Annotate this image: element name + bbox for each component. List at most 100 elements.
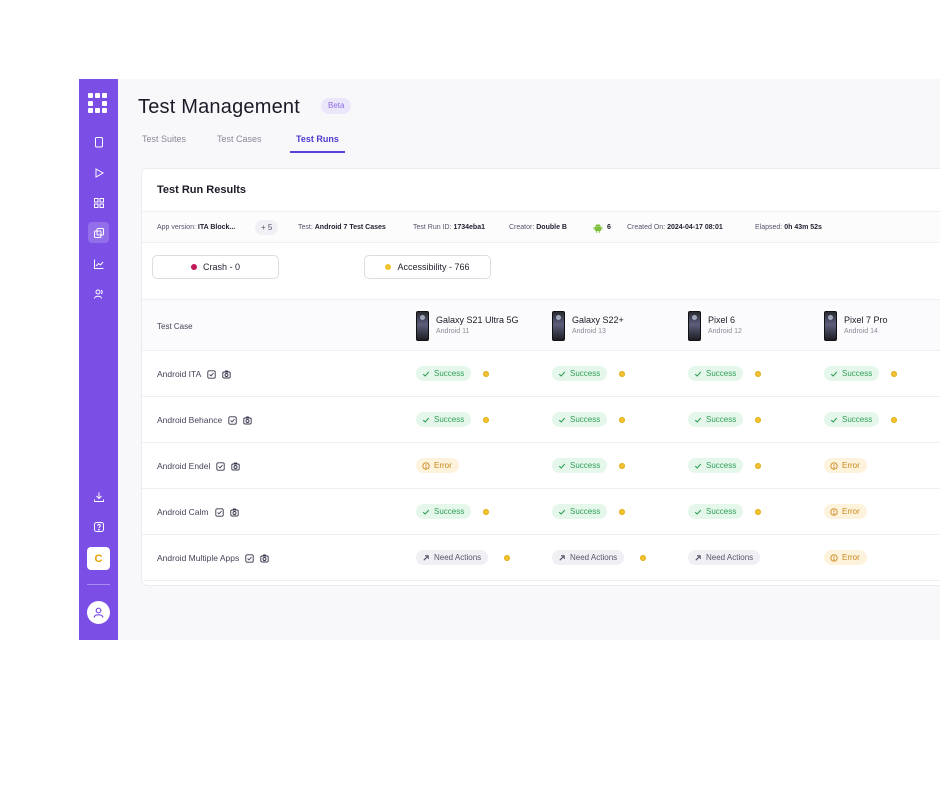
status-label: Need Actions [434, 553, 482, 562]
status-label: Success [570, 415, 601, 424]
checklist-icon[interactable] [214, 507, 224, 517]
logo-icon[interactable] [88, 93, 109, 114]
status-label: Error [842, 507, 860, 516]
play-icon[interactable] [88, 162, 109, 183]
tab-test-cases[interactable]: Test Cases [217, 134, 262, 144]
app-version: App version: ITA Block... [157, 224, 235, 231]
status-badge[interactable]: Success [416, 366, 472, 381]
accessibility-indicator-dot[interactable] [619, 417, 625, 423]
check-icon [558, 370, 566, 378]
help-icon[interactable] [88, 516, 109, 537]
table-row[interactable]: Android Multiple Apps Need Actions Need Ac… [142, 535, 940, 581]
test-case-name: Android Calm [157, 507, 209, 517]
status-badge[interactable]: Success [552, 366, 608, 381]
accessibility-indicator-dot[interactable] [891, 417, 897, 423]
accessibility-indicator-dot[interactable] [483, 371, 489, 377]
tab-test-runs[interactable]: Test Runs [296, 134, 339, 144]
table-row[interactable]: Android ITA Success Success Success Success [142, 351, 940, 397]
test-value: Android 7 Test Cases [314, 224, 386, 231]
status-label: Success [706, 415, 737, 424]
accessibility-indicator-dot[interactable] [755, 371, 761, 377]
accessibility-indicator-dot[interactable] [619, 509, 625, 515]
crash-filter-pill[interactable]: Crash - 0 [152, 255, 279, 279]
status-label: Success [706, 461, 737, 470]
status-badge[interactable]: Success [688, 504, 744, 519]
accessibility-indicator-dot[interactable] [504, 555, 510, 561]
check-icon [558, 416, 566, 424]
users-icon[interactable] [88, 283, 109, 304]
download-icon[interactable] [88, 486, 109, 507]
test-case-name: Android ITA [157, 369, 202, 379]
status-badge[interactable]: Success [824, 366, 880, 381]
accessibility-filter-pill[interactable]: Accessibility - 766 [364, 255, 491, 279]
run-id-value: 1734eba1 [453, 224, 485, 231]
status-badge[interactable]: Error [416, 458, 459, 473]
more-versions-chip[interactable]: + 5 [255, 220, 279, 235]
test-case-cell: Android Calm [157, 507, 239, 517]
status-badge[interactable]: Error [824, 504, 867, 519]
camera-icon[interactable] [243, 416, 252, 425]
status-badge[interactable]: Success [824, 412, 880, 427]
status-badge[interactable]: Success [688, 366, 744, 381]
status-badge[interactable]: Need Actions [688, 550, 761, 565]
test-case-cell: Android Behance [157, 415, 252, 425]
status-badge[interactable]: Success [688, 458, 744, 473]
sidebar-divider [87, 584, 110, 585]
clipboard-icon[interactable] [88, 131, 109, 152]
android-count-value: 6 [607, 224, 611, 231]
device-name: Galaxy S22+ [572, 315, 624, 325]
user-avatar-icon[interactable] [87, 601, 110, 624]
status-badge[interactable]: Error [824, 550, 867, 565]
alert-circle-icon [830, 507, 838, 516]
grid-icon[interactable] [88, 192, 109, 213]
accessibility-indicator-dot[interactable] [755, 463, 761, 469]
accessibility-indicator-dot[interactable] [640, 555, 646, 561]
elapsed-label: Elapsed: [755, 224, 783, 231]
accessibility-indicator-dot[interactable] [483, 417, 489, 423]
table-row[interactable]: Android Behance Success Success Success Succ… [142, 397, 940, 443]
status-badge[interactable]: Success [416, 412, 472, 427]
created-on: Created On: 2024-04-17 08:01 [627, 224, 723, 231]
checklist-icon[interactable] [228, 415, 237, 425]
status-badge[interactable]: Need Actions [416, 550, 489, 565]
accessibility-indicator-dot[interactable] [619, 371, 625, 377]
status-badge[interactable]: Error [824, 458, 867, 473]
accessibility-indicator-dot[interactable] [755, 417, 761, 423]
accessibility-indicator-dot[interactable] [483, 509, 489, 515]
accessibility-indicator-dot[interactable] [891, 371, 897, 377]
checklist-icon[interactable] [245, 553, 254, 563]
camera-icon[interactable] [260, 554, 269, 563]
accessibility-indicator-dot[interactable] [755, 509, 761, 515]
created-label: Created On: [627, 224, 666, 231]
test-case-column-header: Test Case [157, 322, 193, 331]
checklist-icon[interactable] [207, 369, 216, 379]
table-row[interactable]: Android Calm Success Success Success Error [142, 489, 940, 535]
status-badge[interactable]: Success [688, 412, 744, 427]
check-icon [422, 370, 430, 378]
tab-test-suites[interactable]: Test Suites [142, 134, 187, 144]
status-badge[interactable]: Success [416, 504, 472, 519]
check-icon [422, 508, 430, 516]
status-label: Error [434, 461, 452, 470]
arrow-up-right-icon [558, 554, 566, 562]
status-label: Success [434, 415, 465, 424]
chart-icon[interactable] [88, 253, 109, 274]
camera-icon[interactable] [231, 462, 241, 471]
check-icon [694, 416, 702, 424]
table-row[interactable]: Android Endel Error Success Success Error [142, 443, 940, 489]
camera-icon[interactable] [222, 370, 231, 379]
status-badge[interactable]: Need Actions [552, 550, 625, 565]
app-window: C Test Management Beta Test Suites Test … [79, 79, 940, 640]
status-badge[interactable]: Success [552, 458, 608, 473]
copy-icon[interactable] [88, 222, 109, 243]
workspace-avatar[interactable]: C [87, 547, 110, 570]
checklist-icon[interactable] [216, 461, 226, 471]
app-version-value: ITA Block... [197, 224, 236, 231]
run-id-label: Test Run ID: [413, 224, 452, 231]
status-badge[interactable]: Success [552, 504, 608, 519]
status-badge[interactable]: Success [552, 412, 608, 427]
accessibility-indicator-dot[interactable] [619, 463, 625, 469]
camera-icon[interactable] [229, 508, 239, 517]
status-label: Success [570, 507, 601, 516]
creator-value: Double B [536, 224, 567, 231]
